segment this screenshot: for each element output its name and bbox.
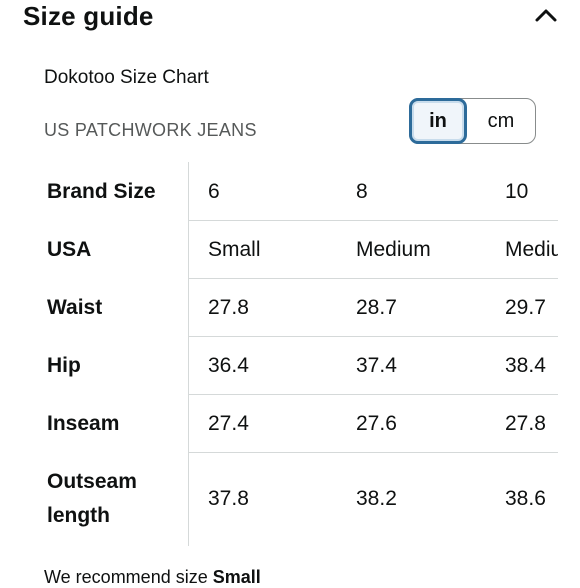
- table-cell: 36.4: [208, 354, 249, 377]
- table-cell: 38.4: [505, 354, 546, 377]
- row-divider: [189, 452, 558, 453]
- table-cell: 29.7: [505, 296, 546, 319]
- row-label-usa: USA: [47, 238, 92, 261]
- size-table: Brand Size 6 8 10 USA Small Medium Mediu…: [0, 162, 558, 546]
- unit-toggle: in cm: [409, 98, 536, 144]
- unit-in-button[interactable]: in: [409, 98, 467, 144]
- row-divider: [189, 394, 558, 395]
- product-type-label: US PATCHWORK JEANS: [44, 120, 257, 140]
- table-cell: Medium: [505, 238, 558, 261]
- recommended-size: Small: [212, 567, 261, 587]
- table-cell: 37.8: [208, 487, 249, 510]
- row-divider: [189, 278, 558, 279]
- table-cell: 37.4: [356, 354, 397, 377]
- chevron-up-icon: [535, 9, 557, 22]
- row-divider: [189, 220, 558, 221]
- table-cell: 27.4: [208, 412, 249, 435]
- size-guide-header[interactable]: Size guide: [0, 0, 580, 34]
- recommendation-text: We recommend size: [44, 567, 213, 587]
- row-label-hip: Hip: [47, 354, 81, 377]
- table-cell: 10: [505, 180, 529, 203]
- table-cell: Medium: [356, 238, 431, 261]
- collapse-button[interactable]: [532, 2, 560, 28]
- table-cell: 27.8: [505, 412, 546, 435]
- table-cell: 28.7: [356, 296, 397, 319]
- row-divider: [189, 336, 558, 337]
- table-cell: 6: [208, 180, 220, 203]
- size-chart-name: Dokotoo Size Chart: [44, 67, 209, 88]
- size-recommendation: We recommend size Small: [44, 566, 261, 588]
- table-cell: 38.2: [356, 487, 397, 510]
- row-label-brand-size: Brand Size: [47, 180, 156, 203]
- table-cell: 38.6: [505, 487, 546, 510]
- unit-cm-button[interactable]: cm: [487, 109, 515, 132]
- size-guide-title: Size guide: [23, 1, 154, 31]
- table-cell: Small: [208, 238, 261, 261]
- table-divider: [188, 162, 189, 546]
- row-label-waist: Waist: [47, 296, 103, 319]
- table-cell: 27.8: [208, 296, 249, 319]
- table-cell: 27.6: [356, 412, 397, 435]
- table-cell: 8: [356, 180, 368, 203]
- row-label-outseam-length: Outseam length: [47, 470, 137, 527]
- row-label-inseam: Inseam: [47, 412, 120, 435]
